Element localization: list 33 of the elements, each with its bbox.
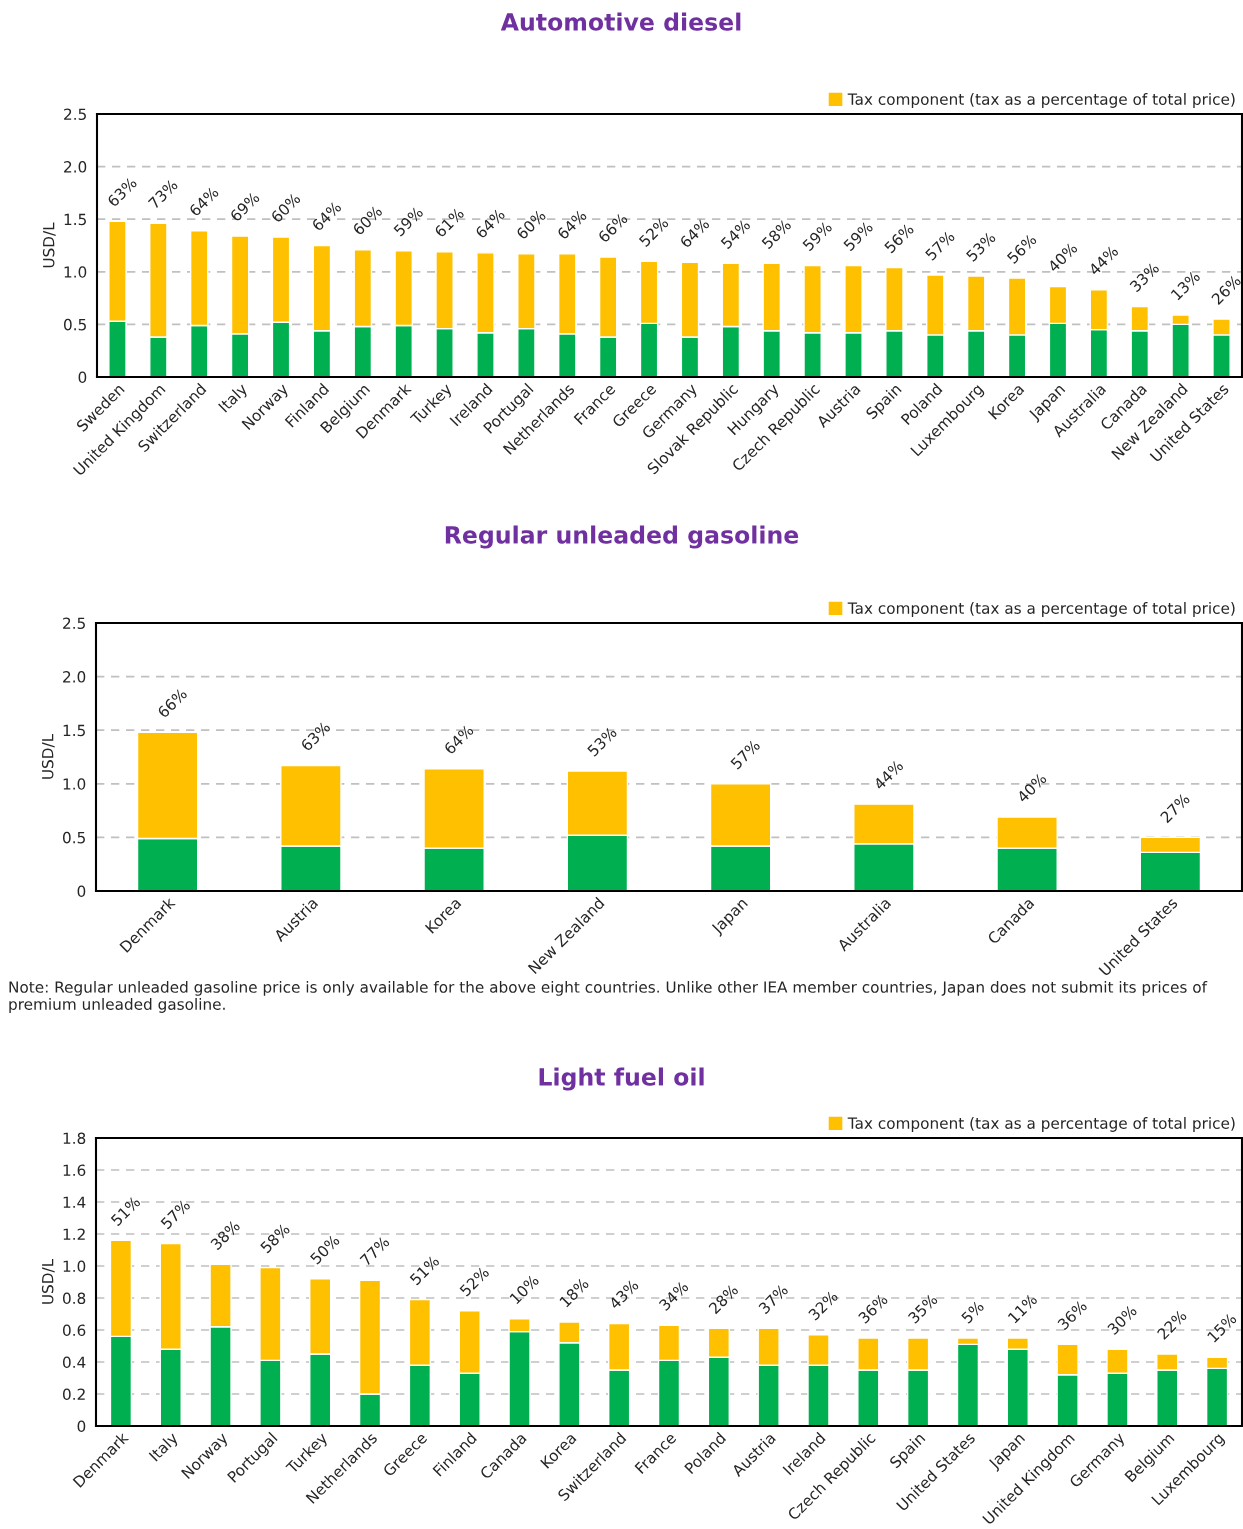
y-tick-label: 1.0 (63, 1260, 86, 1273)
y-tick-label: 2.0 (63, 671, 86, 683)
y-tick-label: 2.0 (64, 161, 87, 173)
chart-title: Light fuel oil (539, 1067, 704, 1091)
y-tick-label: 0 (78, 371, 87, 384)
y-tick-label: 0.5 (63, 318, 86, 331)
legend-label: Tax component (tax as a percentage of total price) (847, 93, 1235, 108)
y-tick-label: 0.6 (62, 1324, 86, 1337)
text: Note: Regular unleaded gasoline price is only available for the above eight countries. Unlike other IEA member countries, Japan does not submit its prices of premium unleaded gasoline. (9, 981, 1208, 1013)
y-tick-label: 1.4 (63, 1196, 86, 1208)
y-tick-label: 0 (77, 885, 86, 898)
y-tick-label: 0 (77, 1420, 86, 1433)
annotation: 5% (960, 1300, 985, 1324)
y-axis-title: USD/L (41, 1258, 55, 1304)
y-tick-label: 1.0 (63, 778, 86, 790)
chart-title: Regular unleaded gasoline (445, 525, 799, 549)
legend-label: Tax component (tax as a percentage of total price) (847, 602, 1235, 617)
legend-label: Tax component (tax as a percentage of total price) (847, 1117, 1235, 1132)
y-tick-label: 0.5 (62, 831, 85, 844)
y-tick-label: 1.2 (63, 1228, 85, 1240)
y-axis-title: USD/L (41, 733, 55, 779)
y-tick-label: 0.8 (62, 1292, 86, 1305)
y-axis-title: USD/L (42, 222, 56, 268)
chart-title: Automotive diesel (500, 12, 741, 31)
y-tick-label: 2.5 (64, 108, 86, 121)
y-tick-label: 0.2 (62, 1388, 85, 1401)
y-tick-label: 2.5 (63, 617, 85, 630)
y-tick-label: 1.8 (63, 1132, 86, 1145)
y-tick-label: 0.4 (62, 1356, 86, 1369)
y-tick-label: 1.6 (63, 1164, 86, 1177)
y-tick-label: 1.5 (63, 724, 85, 737)
y-tick-label: 1.0 (64, 266, 87, 278)
y-tick-label: 1.5 (64, 213, 86, 226)
